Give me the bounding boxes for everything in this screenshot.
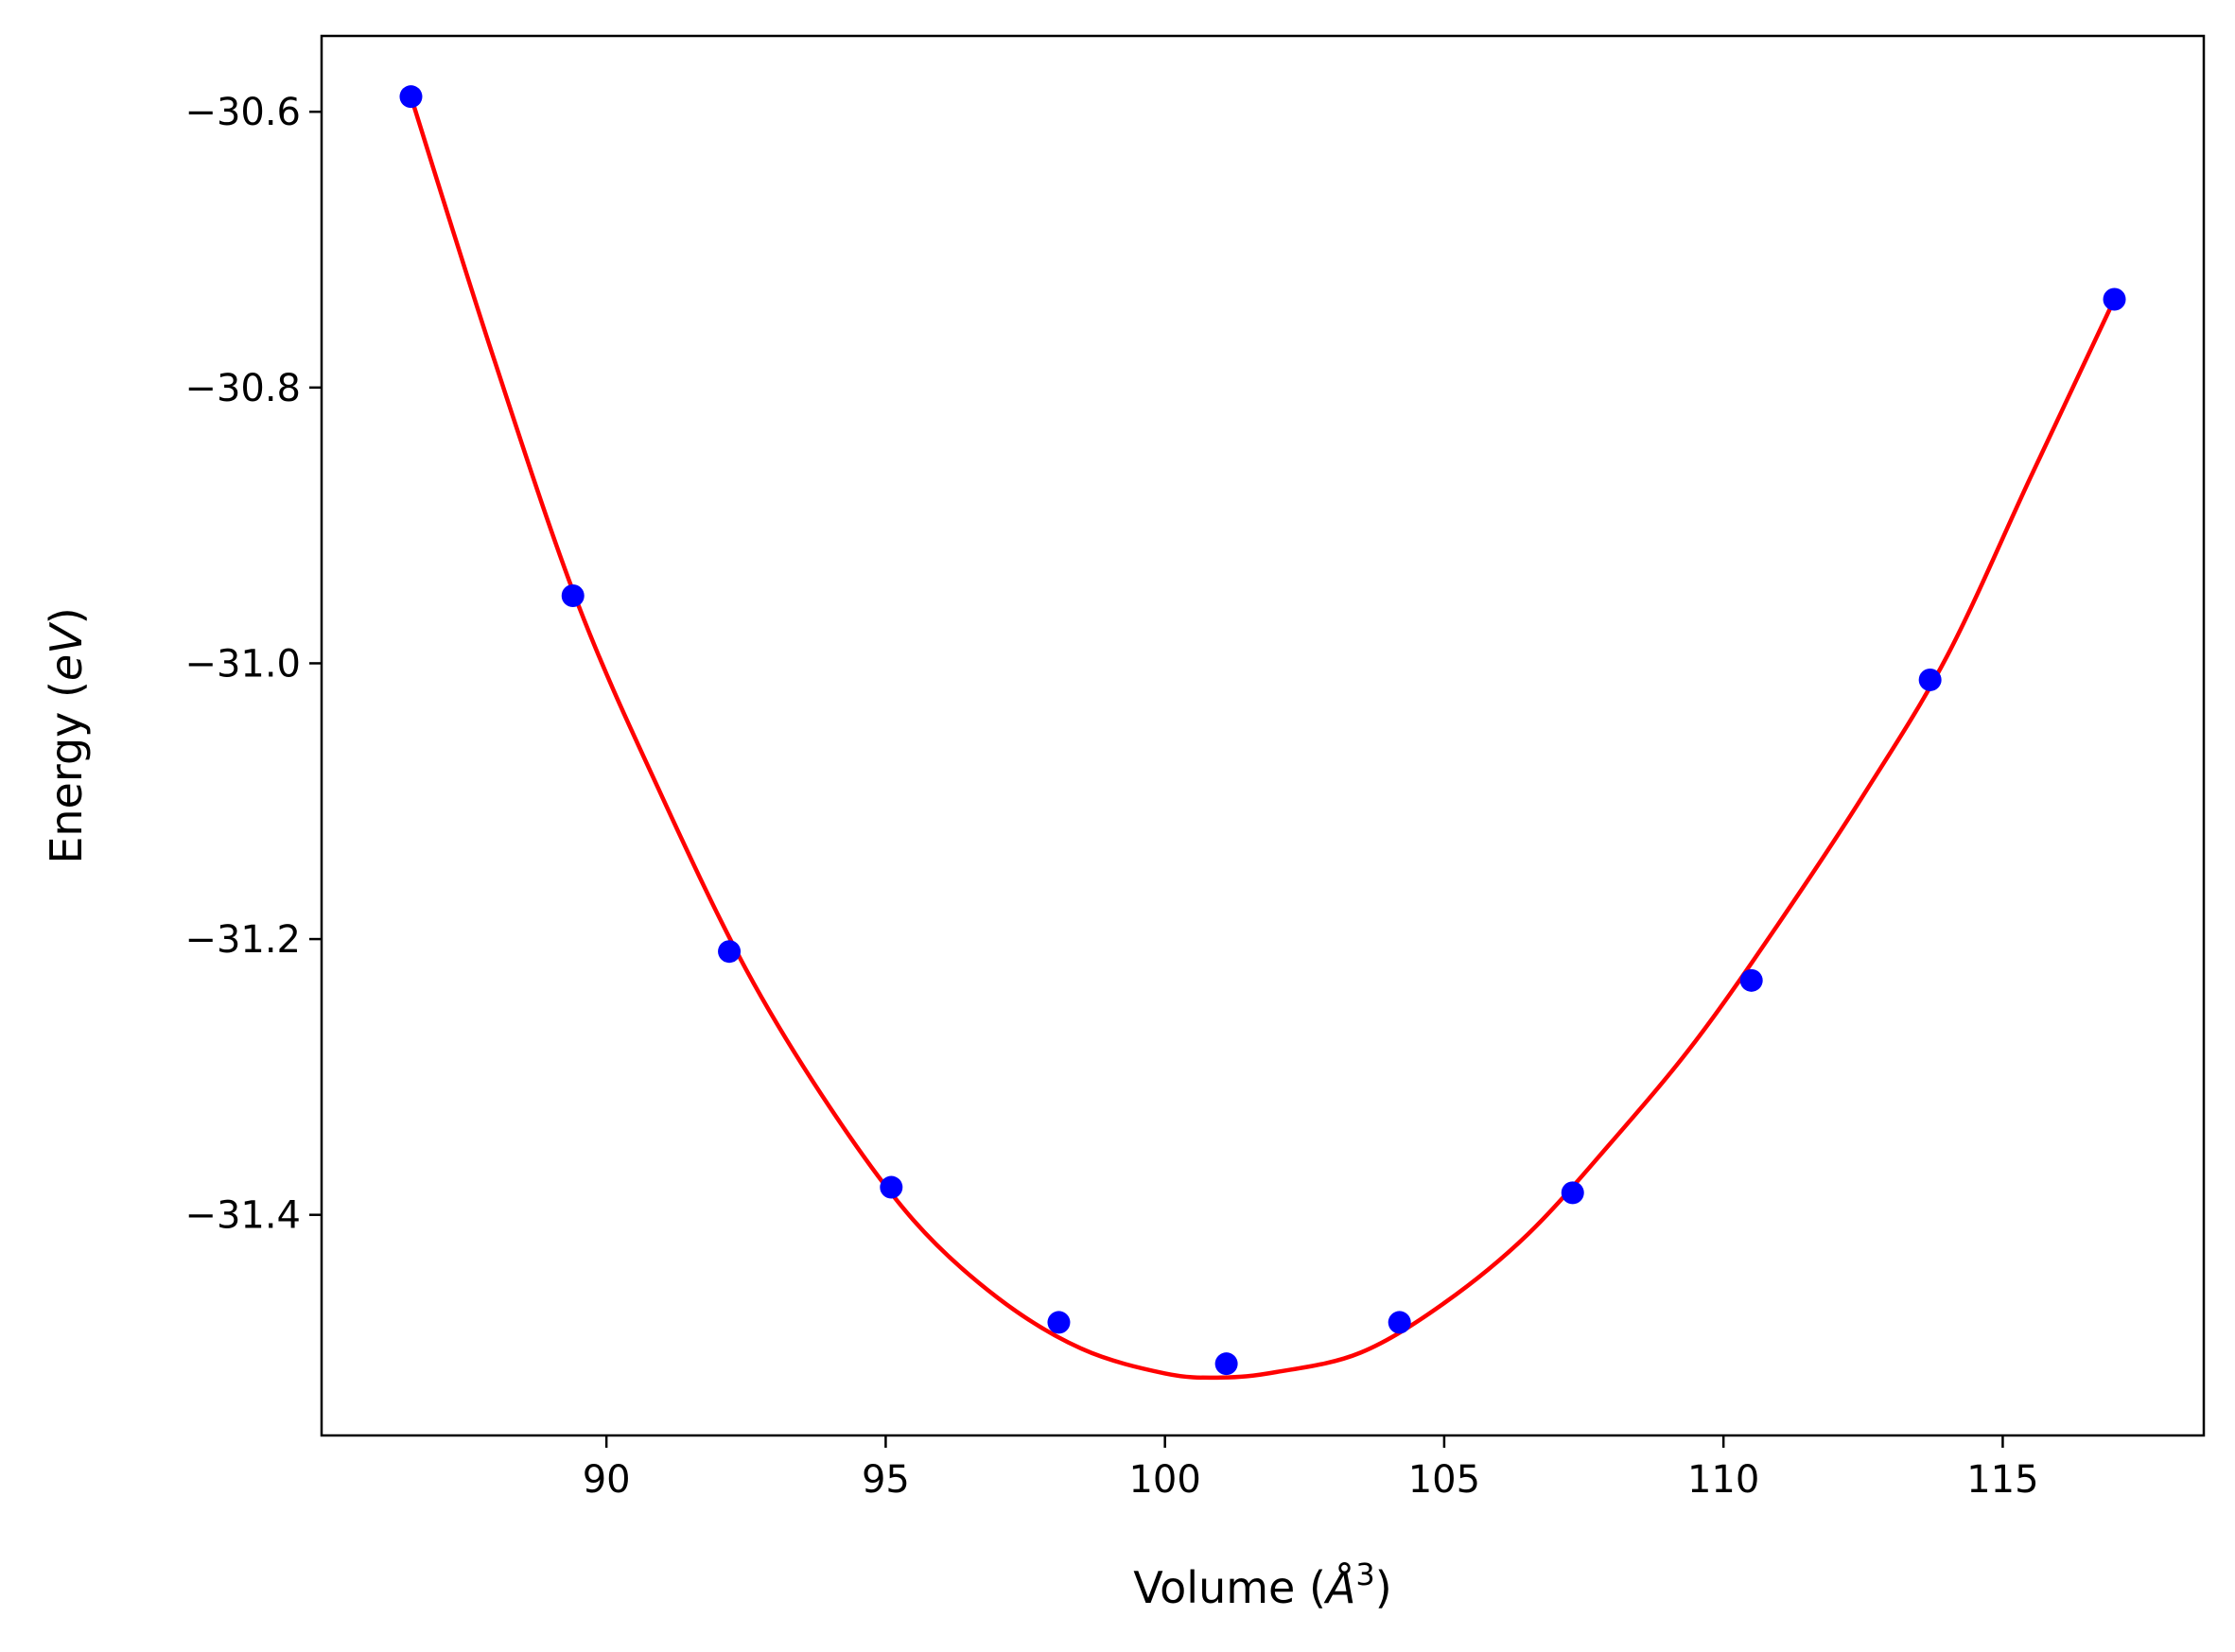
data-point	[561, 584, 585, 607]
data-point	[2103, 287, 2126, 311]
y-tick-label: −30.6	[184, 91, 301, 134]
data-point	[1739, 968, 1763, 992]
data-point	[1918, 668, 1942, 691]
data-point	[880, 1175, 903, 1199]
x-axis-label-text: Volume	[1133, 1562, 1295, 1613]
data-points	[399, 85, 2126, 1376]
x-tick-label: 100	[1128, 1458, 1200, 1502]
data-point	[399, 85, 423, 109]
y-axis-label-text: Energy	[41, 712, 92, 864]
x-tick-label: 90	[583, 1458, 631, 1502]
x-tick-label: 95	[862, 1458, 910, 1502]
y-tick-label: −30.8	[184, 367, 301, 410]
y-tick-label: −31.4	[184, 1194, 301, 1238]
data-point	[1388, 1311, 1411, 1334]
y-tick-label: −31.0	[184, 642, 301, 686]
x-tick-label: 105	[1408, 1458, 1480, 1502]
plot-background	[322, 36, 2204, 1435]
data-point	[1214, 1352, 1238, 1376]
y-axis-label: Energy (eV)	[41, 607, 92, 863]
x-tick-label: 115	[1966, 1458, 2038, 1502]
x-tick-label: 110	[1687, 1458, 1759, 1502]
y-axis-unit: eV	[41, 621, 92, 681]
y-axis-ticks: −30.6 −30.8 −31.0 −31.2 −31.4	[184, 91, 322, 1238]
x-axis-label: Volume (Å3)	[1133, 1556, 1391, 1613]
fit-curve-line	[409, 94, 2117, 1381]
data-point	[1561, 1181, 1584, 1205]
x-axis-unit-exponent: 3	[1355, 1556, 1374, 1592]
data-point	[1047, 1311, 1071, 1334]
y-tick-label: −31.2	[184, 918, 301, 962]
data-point	[718, 940, 742, 964]
plot-frame	[320, 34, 2206, 1437]
x-axis-unit: Å	[1323, 1562, 1355, 1613]
x-axis-ticks: 90 95 100 105 110 115	[583, 1435, 2039, 1502]
